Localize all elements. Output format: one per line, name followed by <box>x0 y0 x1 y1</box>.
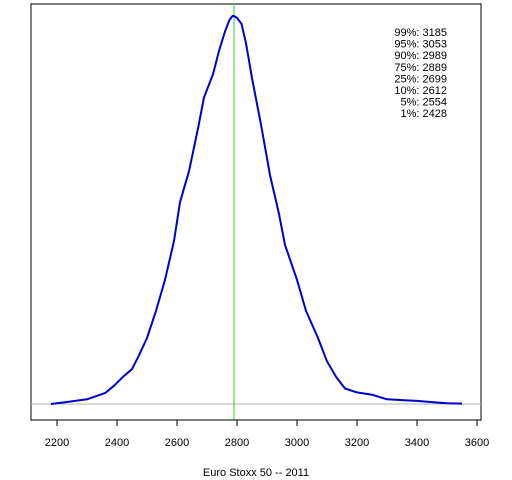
x-tick-label: 2800 <box>225 437 249 449</box>
quantile-label: 90%: 2989 <box>394 50 447 62</box>
quantile-label: 10%: 2612 <box>394 85 447 97</box>
quantile-label: 1%: 2428 <box>401 108 447 120</box>
quantile-label: 99%: 3185 <box>394 27 447 39</box>
quantile-label: 5%: 2554 <box>401 97 447 109</box>
x-tick-label: 3400 <box>405 437 429 449</box>
quantile-label: 75%: 2889 <box>394 62 447 74</box>
x-tick-label: 3000 <box>285 437 309 449</box>
quantile-label: 25%: 2699 <box>394 73 447 85</box>
x-tick-label: 3200 <box>345 437 369 449</box>
x-axis: 2200 2400 2600 2800 3000 3200 3400 3600 <box>45 419 489 449</box>
density-curve <box>50 15 463 405</box>
x-tick-label: 2400 <box>105 437 129 449</box>
x-tick-label: 2600 <box>165 437 189 449</box>
x-tick-label: 3600 <box>465 437 489 449</box>
x-tick-label: 2200 <box>45 437 69 449</box>
x-axis-title: Euro Stoxx 50 -- 2011 <box>203 467 309 479</box>
quantile-label: 95%: 3053 <box>394 39 447 51</box>
